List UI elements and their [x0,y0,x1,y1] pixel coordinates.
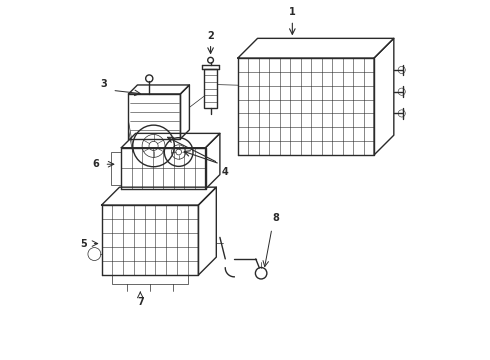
Bar [112,275,188,284]
Bar [111,152,122,185]
Text: 2: 2 [207,31,214,41]
Text: 4: 4 [222,167,229,177]
Text: 1: 1 [289,7,295,17]
Text: 3: 3 [100,78,107,89]
Text: 7: 7 [137,297,144,307]
Text: 8: 8 [272,213,279,223]
Text: 5: 5 [80,239,87,248]
Text: 6: 6 [93,159,99,169]
Bar [204,69,218,108]
